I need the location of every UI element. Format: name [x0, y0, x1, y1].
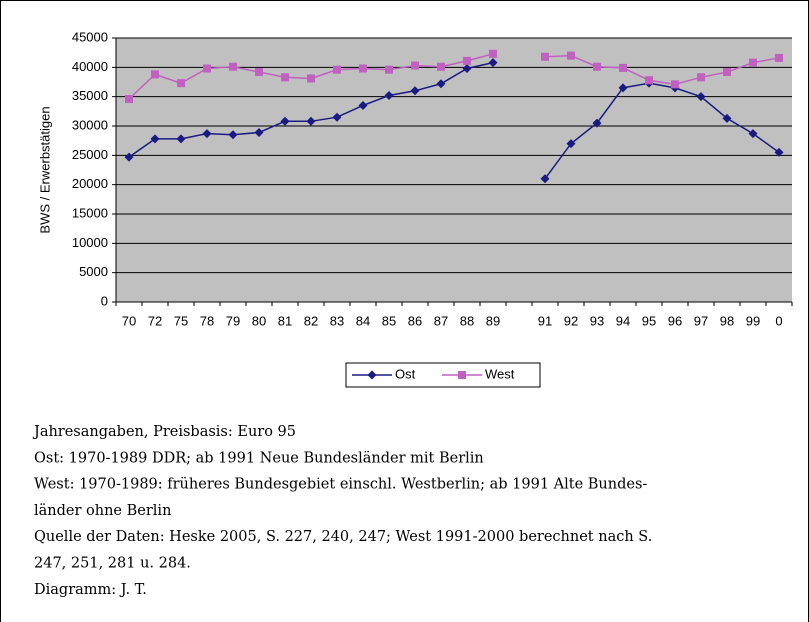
- x-tick-label: 83: [330, 313, 344, 328]
- x-tick-label: 0: [775, 313, 782, 328]
- x-tick-label: 92: [564, 313, 578, 328]
- data-point: [593, 62, 601, 71]
- legend-marker: [367, 370, 377, 380]
- data-point: [332, 112, 342, 122]
- data-point: [775, 53, 783, 62]
- x-tick-label: 89: [486, 313, 500, 328]
- data-point: [619, 63, 627, 72]
- x-tick-label: 88: [460, 313, 474, 328]
- data-point: [722, 113, 732, 123]
- y-tick-label: 30000: [72, 117, 108, 132]
- data-point: [462, 64, 472, 74]
- data-point: [437, 62, 445, 71]
- data-point: [177, 79, 185, 88]
- y-tick-label: 0: [101, 293, 108, 308]
- data-point: [385, 65, 393, 74]
- x-tick-label: 87: [434, 313, 448, 328]
- x-tick-label: 99: [746, 313, 760, 328]
- data-point: [307, 74, 315, 83]
- data-point: [645, 76, 653, 85]
- data-point: [411, 61, 419, 70]
- data-point: [150, 134, 160, 144]
- data-point: [306, 116, 316, 126]
- x-tick-label: 78: [200, 313, 214, 328]
- data-point: [671, 80, 679, 89]
- note: West: 1970-1989: früheres Bundesgebiet e…: [34, 477, 647, 493]
- data-point: [618, 83, 628, 93]
- data-point: [723, 68, 731, 77]
- x-tick-label: 84: [356, 313, 370, 328]
- data-point: [567, 51, 575, 60]
- note: 247, 251, 281 u. 284.: [34, 556, 191, 572]
- data-point: [384, 90, 394, 100]
- x-tick-label: 97: [694, 313, 708, 328]
- data-point: [463, 56, 471, 65]
- y-tick-label: 10000: [72, 235, 108, 250]
- data-point: [228, 130, 238, 140]
- data-point: [696, 92, 706, 102]
- data-point: [749, 58, 757, 67]
- y-tick-label: 15000: [72, 205, 108, 220]
- data-point: [281, 73, 289, 82]
- data-point: [436, 79, 446, 89]
- y-tick-label: 25000: [72, 147, 108, 162]
- y-tick-label: 40000: [72, 59, 108, 74]
- x-tick-label: 79: [226, 313, 240, 328]
- data-point: [254, 127, 264, 137]
- data-point: [488, 58, 498, 68]
- data-point: [202, 129, 212, 139]
- data-point: [280, 116, 290, 126]
- note: länder ohne Berlin: [34, 503, 171, 519]
- x-tick-label: 93: [590, 313, 604, 328]
- data-point: [359, 64, 367, 73]
- data-point: [176, 134, 186, 144]
- legend-label: Ost: [395, 366, 416, 381]
- x-tick-label: 95: [642, 313, 656, 328]
- data-point: [489, 49, 497, 58]
- x-tick-label: 96: [668, 313, 682, 328]
- note: Diagramm: J. T.: [34, 582, 147, 598]
- plot-area: [116, 38, 792, 302]
- x-tick-label: 75: [174, 313, 188, 328]
- note: Ost: 1970-1989 DDR; ab 1991 Neue Bundesl…: [34, 450, 484, 466]
- data-point: [774, 147, 784, 157]
- data-point: [410, 86, 420, 96]
- x-tick-label: 81: [278, 313, 292, 328]
- data-point: [151, 70, 159, 79]
- data-point: [255, 68, 263, 77]
- data-point: [358, 100, 368, 110]
- legend-label: West: [485, 366, 515, 381]
- x-tick-label: 98: [720, 313, 734, 328]
- note: Jahresangaben, Preisbasis: Euro 95: [32, 424, 296, 440]
- x-tick-label: 70: [122, 313, 136, 328]
- data-point: [540, 174, 550, 184]
- data-point: [541, 52, 549, 61]
- y-tick-label: 45000: [72, 29, 108, 44]
- y-tick-label: 5000: [79, 264, 108, 279]
- x-tick-label: 85: [382, 313, 396, 328]
- note: Quelle der Daten: Heske 2005, S. 227, 24…: [34, 529, 652, 545]
- x-tick-label: 82: [304, 313, 318, 328]
- x-tick-label: 80: [252, 313, 266, 328]
- y-tick-label: 35000: [72, 88, 108, 103]
- data-point: [697, 73, 705, 82]
- legend-marker: [458, 371, 466, 379]
- x-tick-label: 72: [148, 313, 162, 328]
- y-tick-label: 20000: [72, 176, 108, 191]
- y-axis-label: BWS / Erwerbstätigen: [37, 106, 52, 233]
- data-point: [203, 64, 211, 73]
- data-point: [124, 152, 134, 162]
- data-point: [229, 62, 237, 71]
- data-point: [748, 129, 758, 139]
- data-point: [566, 139, 576, 149]
- x-tick-label: 86: [408, 313, 422, 328]
- x-tick-label: 94: [616, 313, 630, 328]
- data-point: [333, 65, 341, 74]
- x-tick-label: 91: [538, 313, 552, 328]
- data-point: [592, 118, 602, 128]
- data-point: [125, 95, 133, 104]
